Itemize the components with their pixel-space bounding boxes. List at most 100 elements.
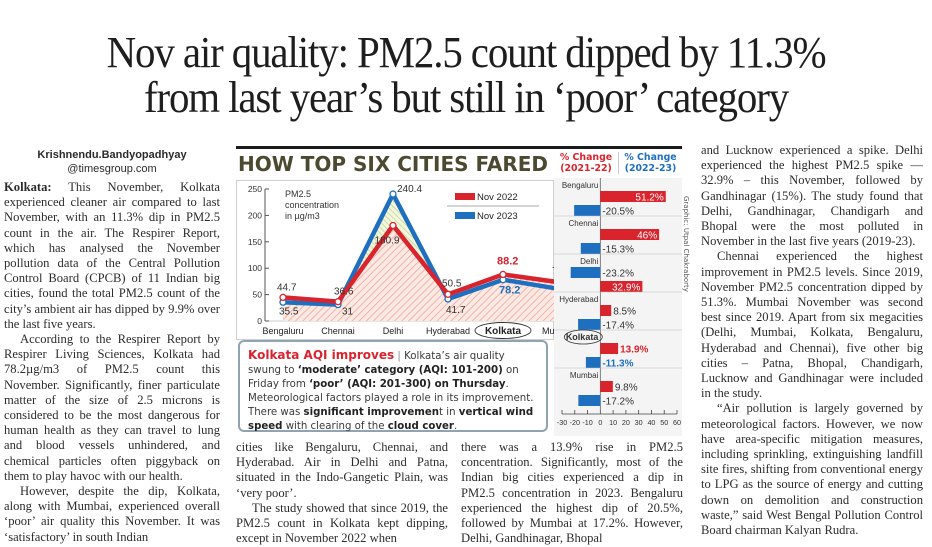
data-point — [389, 221, 397, 230]
infographic: HOW TOP SIX CITIES FARED 0 50 100 150 200 250… — [236, 146, 690, 436]
data-point — [444, 290, 452, 298]
bar-2022-23 — [578, 319, 601, 330]
kolkata-aqi-callout: Kolkata AQI improves | Kolkata’s air qua… — [238, 340, 548, 432]
bar-chart-svg: Bengaluru 51.2%-20.5%Chennai 46%-15.3% Delh… — [554, 178, 682, 436]
bar-value-label: -17.4% — [602, 321, 634, 332]
article-column-3: there was a 13.9% rise in PM2.5 concentr… — [461, 440, 683, 546]
x-tick-label: 0 — [598, 418, 602, 427]
callout-bold: significant improvemen — [303, 407, 440, 418]
callout-text: Kolkata’s air quality swung to — [248, 351, 505, 376]
line-chart: 0 50 100 150 200 250 PM2.5 concentration in µg/m… — [236, 180, 555, 340]
data-label-nov-2023: 41.7 — [446, 305, 466, 316]
legend-label-nov-2022: Nov 2022 — [477, 192, 518, 203]
y-tick-label: 200 — [248, 210, 262, 220]
bar-2022-23 — [578, 395, 601, 406]
x-tick-label: Delhi — [383, 326, 404, 336]
data-label-nov-2022: 44.7 — [277, 282, 297, 293]
dateline: Kolkata: — [4, 180, 52, 194]
y-axis-label: concentration — [285, 200, 339, 210]
y-tick-label: 150 — [248, 237, 262, 247]
series-line-nov-2023 — [282, 191, 555, 307]
article-paragraph: Chennai experienced the highest improvem… — [701, 249, 923, 401]
legend-label-nov-2023: Nov 2023 — [477, 211, 518, 222]
data-label-nov-2023: 240.4 — [397, 184, 422, 195]
headline-line-2: from last year’s but still in ‘poor’ cat… — [143, 73, 789, 122]
x-tick-label: -10 — [582, 418, 592, 427]
graphic-credit: Graphic: Utpal Chakraborty — [682, 196, 694, 376]
headline-line-1: Nov air quality: PM2.5 count dipped by 1… — [106, 28, 827, 77]
article-paragraph: cities like Bengaluru, Chennai, and Hyde… — [236, 440, 448, 500]
x-tick-label: Mumbai — [542, 326, 555, 336]
x-tick-label: 10 — [609, 418, 617, 427]
article-paragraph: The study showed that since 2019, the PM… — [236, 500, 448, 546]
y-tick-label: 250 — [248, 184, 262, 194]
author-org: @timesgroup.com — [67, 163, 157, 175]
credit-text: Graphic: Utpal Chakraborty — [682, 196, 690, 292]
bar-value-label: 32.9% — [612, 283, 640, 294]
article-column-1: Kolkata: This November, Kolkata experien… — [4, 180, 220, 545]
header-line: (2021-22) — [560, 163, 612, 174]
bar-2022-23 — [580, 243, 601, 254]
article-column-2: cities like Bengaluru, Chennai, and Hyde… — [236, 440, 448, 546]
category-label: Delhi — [580, 257, 598, 266]
article-paragraph: Kolkata: This November, Kolkata experien… — [4, 180, 220, 332]
byline: Krishnendu.Bandyopadhyay @timesgroup.com — [4, 148, 220, 176]
category-label: Hyderabad — [559, 295, 598, 304]
x-tick-label: 20 — [622, 418, 630, 427]
data-label-nov-2023: 35.5 — [279, 306, 299, 317]
article-column-4: and Lucknow experienced a spike. Delhi e… — [701, 143, 923, 538]
article-paragraph: “Air pollution is largely governed by me… — [701, 401, 923, 538]
data-label-nov-2022: 50.5 — [442, 278, 462, 289]
x-tick-label: 30 — [635, 418, 643, 427]
article-paragraph: there was a 13.9% rise in PM2.5 concentr… — [461, 440, 683, 546]
bar-value-label: 13.9% — [620, 345, 648, 356]
headline: Nov air quality: PM2.5 count dipped by 1… — [33, 30, 900, 120]
bar-2022-23 — [574, 205, 601, 216]
callout-bold: ‘poor’ (AQI: 201-300) on Thursday — [309, 379, 506, 390]
header-change-2022-23: % Change (2022-23) — [618, 152, 682, 174]
area-fill-nov-2022 — [283, 225, 555, 321]
x-tick-label: 40 — [647, 418, 655, 427]
bar-2022-23 — [570, 267, 601, 278]
bar-value-label: 46% — [637, 231, 657, 242]
bar-chart-bg — [554, 178, 682, 436]
x-tick-label: 60 — [673, 418, 681, 427]
y-axis-label: PM2.5 — [285, 189, 311, 199]
header-line: % Change — [559, 152, 613, 163]
x-tick-label: -20 — [570, 418, 580, 427]
data-label-nov-2022: 180.9 — [374, 235, 399, 246]
callout-separator: | — [397, 351, 401, 362]
category-label: Mumbai — [570, 371, 599, 380]
series-line-nov-2022 — [282, 223, 555, 304]
x-tick-label: 50 — [660, 418, 668, 427]
bar-value-label: -17.2% — [602, 397, 634, 408]
data-point — [389, 190, 397, 198]
category-label: Chennai — [569, 219, 599, 228]
bar-2021-22 — [600, 305, 612, 316]
callout-bold: ‘moderate’ category (AQI: 101-200) — [297, 365, 503, 376]
article-paragraph: and Lucknow experienced a spike. Delhi e… — [701, 143, 923, 249]
category-label: Bengaluru — [562, 181, 598, 190]
legend-swatch-nov-2023 — [455, 212, 475, 219]
bar-value-label: 8.5% — [613, 307, 636, 318]
header-line: % Change — [624, 152, 677, 163]
bar-2021-22 — [600, 281, 643, 292]
article-paragraph: However, despite the dip, Kolkata, along… — [4, 484, 220, 544]
bar-value-label: 9.8% — [615, 383, 638, 394]
callout-text: on Friday from — [248, 365, 519, 390]
bar-2021-22 — [600, 381, 613, 392]
graphic-title: HOW TOP SIX CITIES FARED — [238, 152, 548, 176]
y-tick-label: 100 — [248, 263, 262, 273]
x-tick-label: Chennai — [321, 326, 355, 336]
data-point — [279, 293, 287, 302]
bar-2021-22 — [600, 229, 660, 240]
y-tick-label: 0 — [257, 316, 262, 326]
article-paragraph: According to the Respirer Report by Resp… — [4, 332, 220, 483]
divider — [236, 146, 682, 149]
category-label: Kolkata — [566, 332, 600, 342]
bar-2022-23 — [585, 357, 601, 368]
bar-value-label: 51.2% — [635, 193, 663, 204]
data-point — [499, 270, 507, 279]
bar-2021-22 — [600, 343, 619, 354]
